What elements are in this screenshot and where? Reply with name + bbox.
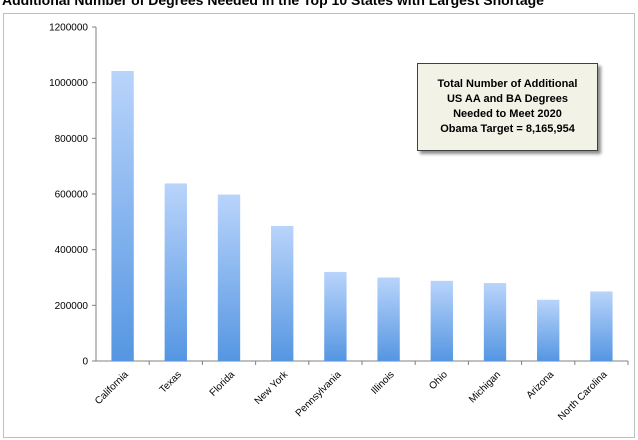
x-tick-label: Arizona bbox=[525, 369, 557, 401]
bar bbox=[217, 194, 241, 361]
x-tick-label: North Carolina bbox=[556, 369, 610, 423]
x-tick-label: Texas bbox=[158, 369, 184, 395]
bar bbox=[271, 226, 294, 361]
bar bbox=[590, 291, 613, 361]
y-tick-label: 1000000 bbox=[49, 78, 88, 89]
annotation-line: US AA and BA Degrees bbox=[446, 93, 569, 105]
bar bbox=[111, 70, 134, 361]
bar bbox=[483, 283, 507, 361]
x-tick-label: California bbox=[93, 369, 131, 407]
x-tick-label: New York bbox=[253, 369, 291, 407]
y-tick-label: 1200000 bbox=[49, 23, 88, 34]
annotation-line: Total Number of Additional bbox=[437, 78, 578, 90]
bars bbox=[111, 70, 613, 361]
y-tick-label: 400000 bbox=[55, 245, 89, 256]
y-tick-label: 600000 bbox=[55, 190, 89, 201]
x-tick-label: Pennsylvania bbox=[294, 369, 344, 419]
annotation-line: Obama Target = 8,165,954 bbox=[440, 123, 575, 135]
annotation-line: Needed to Meet 2020 bbox=[453, 108, 562, 120]
x-tick-label: Florida bbox=[208, 369, 238, 399]
y-tick-label: 200000 bbox=[55, 301, 89, 312]
bar bbox=[164, 183, 187, 361]
bar bbox=[324, 271, 347, 361]
chart-title: Additional Number of Degrees Needed in t… bbox=[2, 0, 544, 8]
annotation-box: Total Number of Additional US AA and BA … bbox=[417, 63, 598, 151]
y-tick-label: 800000 bbox=[55, 134, 89, 145]
x-tick-label: Ohio bbox=[427, 369, 450, 392]
bar bbox=[537, 299, 560, 361]
x-tick-label: Michigan bbox=[467, 369, 503, 405]
bar bbox=[430, 280, 453, 361]
x-tick-label: Illinois bbox=[369, 369, 396, 396]
bar bbox=[377, 277, 400, 361]
y-tick-label: 0 bbox=[82, 357, 88, 368]
